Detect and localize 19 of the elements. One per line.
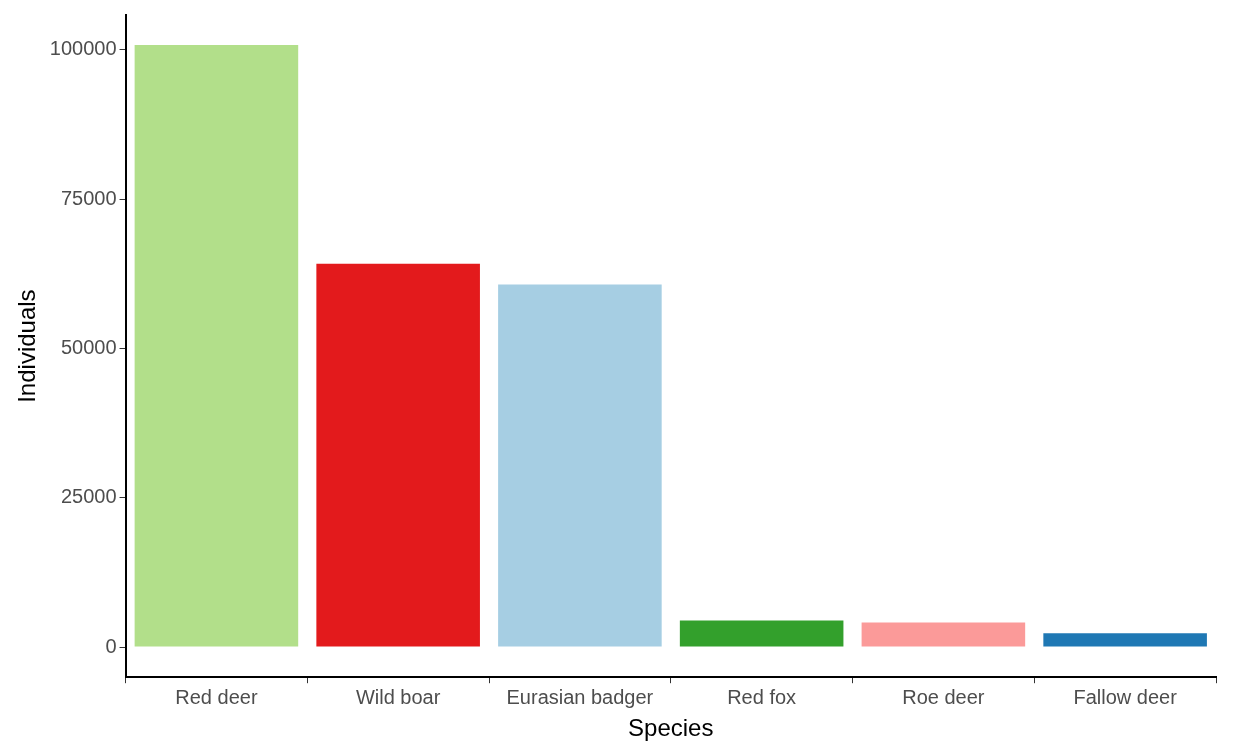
y-axis-title: Individuals — [13, 289, 41, 403]
x-tick-label: Fallow deer — [1073, 685, 1178, 708]
x-axis-title: Species — [628, 714, 714, 742]
bar — [498, 284, 662, 647]
x-tick-label: Eurasian badger — [506, 685, 654, 708]
y-tick-label: 0 — [105, 634, 117, 657]
bar — [861, 622, 1026, 647]
x-tick-label: Wild boar — [355, 685, 441, 708]
y-tick-label: 75000 — [60, 186, 117, 209]
x-tick-label: Red fox — [727, 685, 797, 708]
x-tick-label: Roe deer — [902, 685, 985, 708]
bar — [134, 45, 299, 647]
y-tick-label: 100000 — [49, 37, 117, 60]
y-tick-label: 25000 — [60, 485, 117, 508]
bar — [316, 263, 480, 647]
y-tick-label: 50000 — [60, 336, 117, 358]
x-tick-label: Red deer — [175, 685, 258, 708]
bar — [1043, 633, 1207, 647]
bar — [679, 620, 844, 647]
